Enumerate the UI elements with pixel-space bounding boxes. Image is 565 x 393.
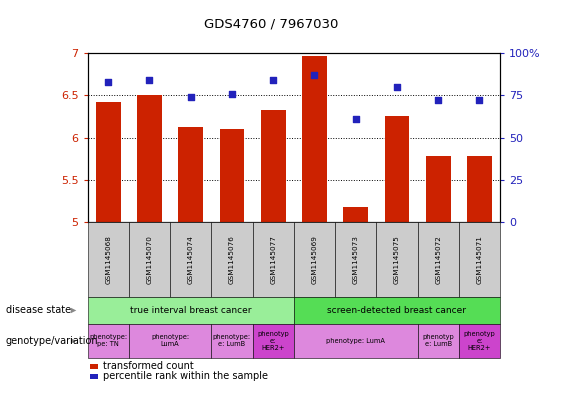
Text: GSM1145075: GSM1145075 [394, 235, 400, 284]
Point [310, 72, 319, 78]
Text: phenotype:
pe: TN: phenotype: pe: TN [89, 334, 127, 347]
Bar [96, 102, 120, 393]
Bar [137, 95, 162, 393]
Text: screen-detected breast cancer: screen-detected breast cancer [327, 306, 467, 315]
Text: GSM1145068: GSM1145068 [105, 235, 111, 284]
Text: GSM1145077: GSM1145077 [270, 235, 276, 284]
Text: transformed count: transformed count [103, 361, 194, 371]
Text: GSM1145069: GSM1145069 [311, 235, 318, 284]
Bar [302, 55, 327, 393]
Point [392, 84, 401, 90]
Point [104, 79, 113, 85]
Point [269, 77, 278, 83]
Text: GSM1145073: GSM1145073 [353, 235, 359, 284]
Text: genotype/variation: genotype/variation [6, 336, 98, 346]
Text: percentile rank within the sample: percentile rank within the sample [103, 371, 268, 382]
Bar [261, 110, 285, 393]
Bar [220, 129, 244, 393]
Text: phenotyp
e:
HER2+: phenotyp e: HER2+ [257, 331, 289, 351]
Text: phenotype:
e: LumB: phenotype: e: LumB [213, 334, 251, 347]
Point [475, 97, 484, 103]
Text: GSM1145070: GSM1145070 [146, 235, 153, 284]
Text: disease state: disease state [6, 305, 71, 316]
Point [145, 77, 154, 83]
Bar [344, 207, 368, 393]
Text: phenotyp
e:
HER2+: phenotyp e: HER2+ [463, 331, 496, 351]
Text: true interval breast cancer: true interval breast cancer [130, 306, 251, 315]
Text: GSM1145076: GSM1145076 [229, 235, 235, 284]
Text: GSM1145072: GSM1145072 [435, 235, 441, 284]
Point [227, 90, 236, 97]
Point [351, 116, 360, 122]
Point [434, 97, 443, 103]
Point [186, 94, 195, 100]
Text: GSM1145071: GSM1145071 [476, 235, 483, 284]
Text: phenotyp
e: LumB: phenotyp e: LumB [422, 334, 454, 347]
Text: GSM1145074: GSM1145074 [188, 235, 194, 284]
Bar [426, 156, 450, 393]
Text: phenotype: LumA: phenotype: LumA [326, 338, 385, 344]
Bar [385, 116, 409, 393]
Text: GDS4760 / 7967030: GDS4760 / 7967030 [204, 18, 338, 31]
Bar [467, 156, 492, 393]
Text: phenotype:
LumA: phenotype: LumA [151, 334, 189, 347]
Bar [179, 127, 203, 393]
